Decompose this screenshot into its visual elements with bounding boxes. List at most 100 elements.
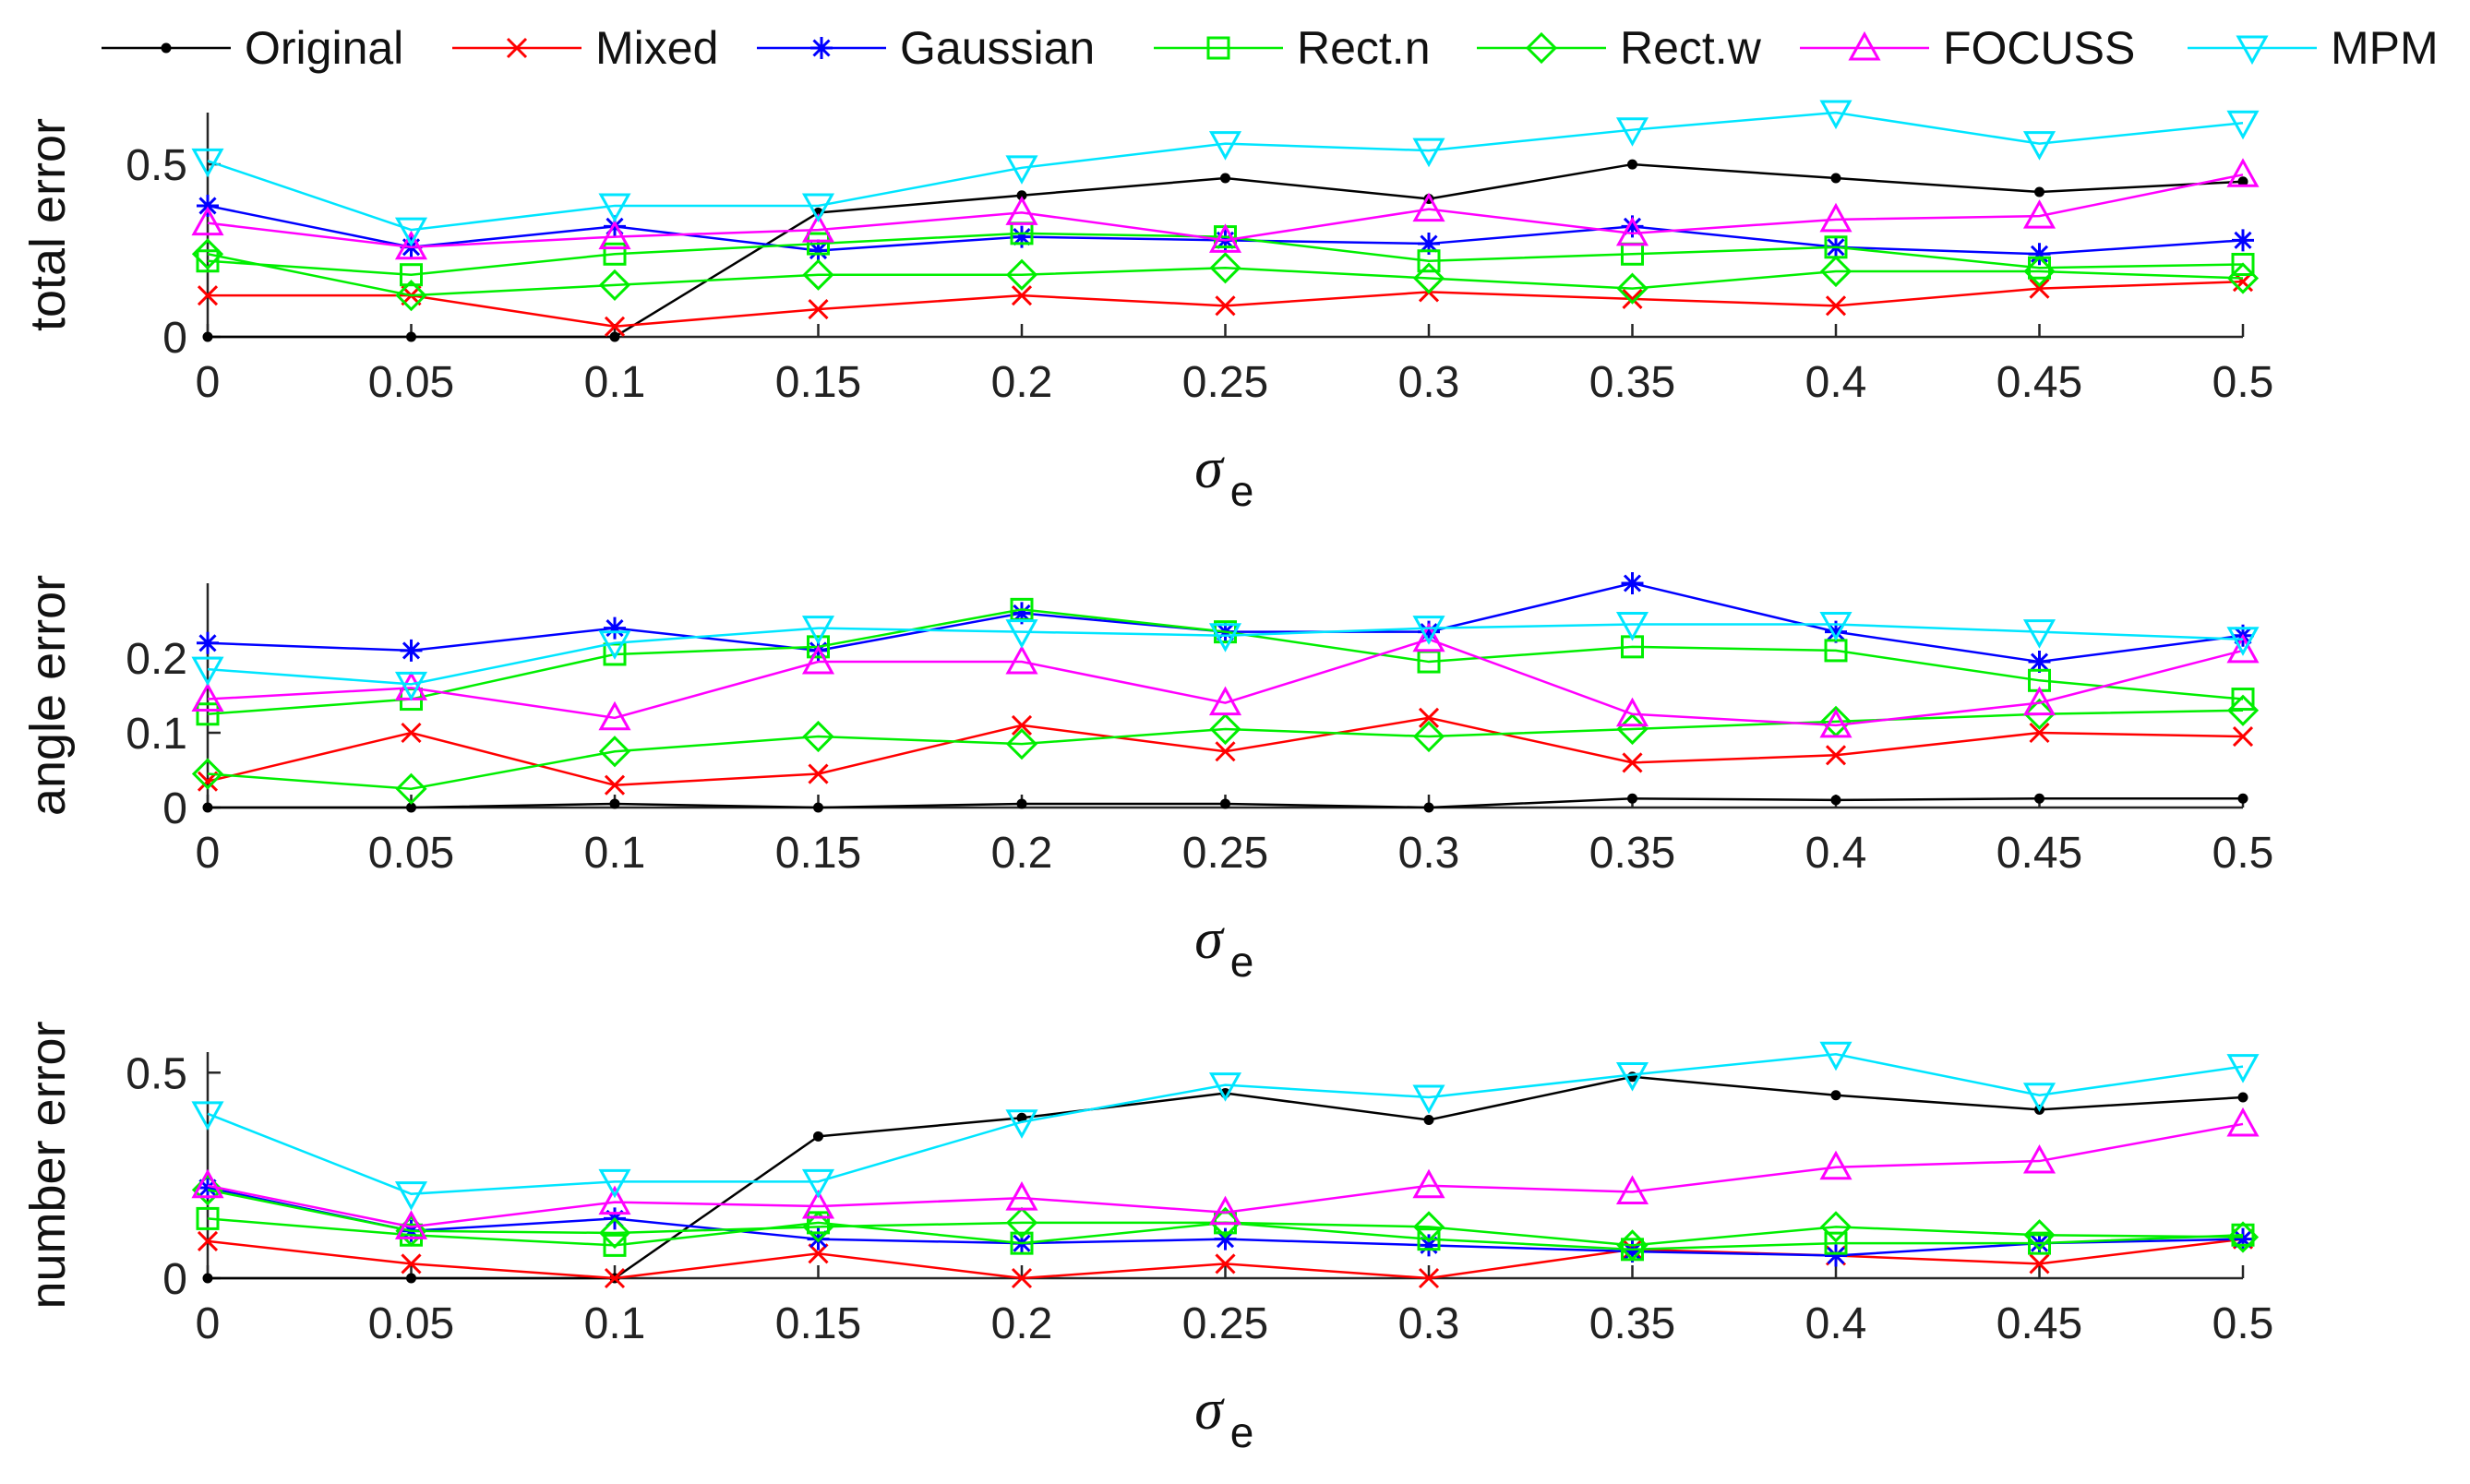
series-mixed [197,707,2254,796]
series-line-mpm [207,1052,2244,1195]
data-point-rect-n [196,1206,220,1230]
data-point-mpm [1412,138,1445,168]
legend-marker [506,37,528,59]
data-point-mpm [1412,1084,1445,1115]
data-point-focuss [394,230,428,260]
data-point-rect-w [2023,255,2056,288]
data-point-focuss [801,644,835,675]
data-point-original [1220,798,1230,809]
data-point-focuss [1208,686,1242,716]
data-point-rect-n [807,232,830,256]
x-tick-label: 0.05 [368,358,454,407]
data-point-mpm [598,193,631,223]
data-point-focuss [1412,622,1445,652]
data-point-mpm [2022,131,2056,161]
x-tick-label: 0.1 [584,358,646,407]
data-point-mixed [1825,745,1847,766]
x-tick-label: 0.3 [1398,1299,1460,1348]
data-point-rect-w [802,720,834,753]
data-point-mpm [1615,117,1649,147]
series-line-rect-w [207,709,2244,791]
x-axis-label: σ [1194,1379,1225,1442]
panel-number-error: 0 0.05 0.1 0.15 0.2 0.25 0.3 0.35 0.4 0.45 0.5 0 0.5… [20,1021,2273,1456]
x-axis-label-subscript: e [1230,938,1254,986]
data-point-rect-w [395,280,427,312]
data-point-focuss [598,1185,631,1215]
data-point-original [1627,793,1637,804]
data-point-focuss [1005,1181,1038,1211]
x-tick-label: 0.5 [2212,1299,2274,1348]
data-point-rect-n [2231,252,2255,276]
x-tick-label: 0 [196,358,221,407]
legend-marker [1848,30,1881,61]
data-point-rect-w [2226,262,2260,294]
x-tick-label: 0.15 [775,829,861,878]
x-tick-label: 0.2 [991,358,1053,407]
series-line-mpm [207,111,2244,232]
data-point-mixed [1215,741,1236,762]
data-point-mpm [801,1168,835,1199]
series-original [202,1071,2248,1284]
data-point-rect-w [191,1174,224,1206]
data-point-mpm [191,1101,224,1131]
data-point-focuss [1819,202,1852,233]
data-point-rect-w [802,1211,834,1243]
legend-marker [2236,35,2269,66]
data-point-gaussian [1825,620,1847,643]
series-focuss [191,158,2260,260]
data-point-mpm [1005,619,1038,649]
data-point-rect-w [1005,728,1038,760]
data-point-mixed [1418,1267,1440,1289]
x-tick-label: 0.35 [1589,358,1675,407]
data-point-original [609,331,620,342]
x-tick-label: 0.4 [1805,358,1867,407]
data-point-original [609,798,620,809]
data-point-rect-w [598,1216,631,1250]
data-point-original [1830,1090,1841,1101]
data-point-gaussian [2028,651,2051,674]
series-rect-w [191,694,2260,805]
data-point-rect-w [1209,1206,1241,1239]
x-tick-label: 0.05 [368,1299,454,1348]
data-point-gaussian [1825,1244,1847,1267]
y-axis-label: total error [20,118,76,331]
data-point-focuss [394,1210,428,1239]
legend-entry-original: Original [102,22,403,74]
x-tick-label: 0.5 [2212,358,2274,407]
data-point-gaussian [1418,233,1440,256]
series-line-focuss [207,174,2244,249]
data-point-mixed [604,1267,626,1289]
data-point-rect-n [1417,1227,1441,1251]
x-tick-label: 0.25 [1182,829,1268,878]
data-point-gaussian [1418,620,1440,643]
data-point-mixed [604,316,626,337]
x-tick-label: 0.25 [1182,1299,1268,1348]
data-point-mpm [1208,623,1242,652]
legend-marker [1525,31,1558,65]
data-point-focuss [1208,1195,1242,1226]
legend-entry-mpm: MPM [2188,22,2439,74]
data-point-focuss [191,206,224,236]
x-tick-label: 0.2 [991,829,1053,878]
data-point-rect-n [196,249,220,273]
data-point-focuss [2226,1107,2260,1137]
y-tick-label: 0.5 [126,141,187,190]
series-original [202,793,2248,813]
data-point-gaussian [2232,229,2254,252]
data-point-focuss [598,220,631,250]
legend-label: Gaussian [900,22,1095,74]
x-axis-label: σ [1194,908,1225,971]
data-point-rect-w [1209,252,1241,284]
x-tick-label: 0.4 [1805,1299,1867,1348]
legend-label: MPM [2331,22,2439,74]
data-point-focuss [1615,216,1649,246]
data-point-rect-w [1819,1211,1852,1243]
data-point-mixed [604,774,626,796]
data-point-mixed [1418,707,1440,728]
data-point-rect-w [1005,258,1038,291]
data-point-gaussian [197,194,219,217]
data-point-rect-n [1417,249,1441,273]
data-point-focuss [1819,1150,1852,1180]
data-point-focuss [2022,686,2056,716]
data-point-mixed [808,299,829,320]
